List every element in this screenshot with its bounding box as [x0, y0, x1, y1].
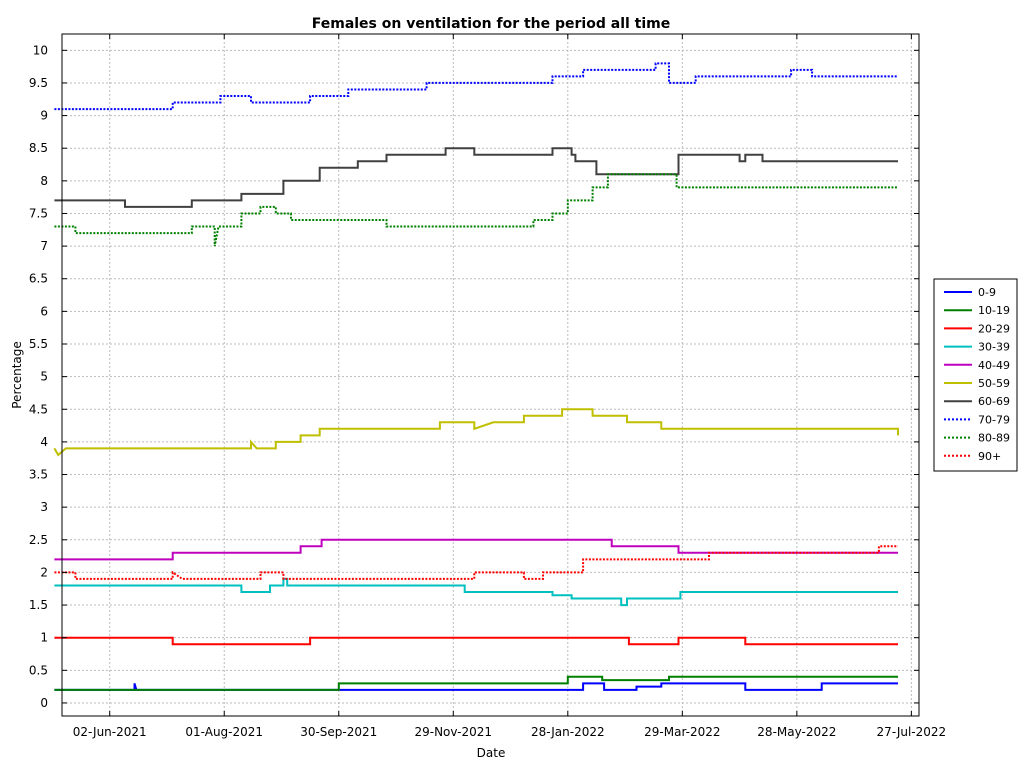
series-line-60-69 [54, 147, 898, 208]
x-tick-label: 28-Jan-2022 [531, 725, 605, 739]
y-tick-label: 3 [40, 500, 48, 514]
y-tick-label: 5 [40, 370, 48, 384]
y-tick-label: 1 [40, 631, 48, 645]
legend-label: 80-89 [978, 432, 1010, 445]
series-line-70-79 [54, 62, 898, 111]
y-axis-ticks: 0 0.5 1 1.5 2 2.5 3 3.5 4 4.5 5 5.5 6 6.5 7 7.5 8 8.5 9 9.5… [29, 43, 919, 710]
x-tick-label: 02-Jun-2021 [73, 725, 147, 739]
y-tick-label: 8 [40, 174, 48, 188]
series-line-40-49 [54, 538, 898, 561]
y-tick-label: 2 [40, 565, 48, 579]
legend-label: 70-79 [978, 413, 1010, 426]
y-tick-label: 10 [33, 43, 48, 57]
x-tick-label: 29-Nov-2021 [414, 725, 492, 739]
legend-label: 0-9 [978, 286, 996, 299]
series-line-0-9 [54, 682, 898, 691]
y-tick-label: 4.5 [29, 402, 48, 416]
legend-label: 60-69 [978, 395, 1010, 408]
legend-label: 30-39 [978, 341, 1010, 354]
plot-area-frame [61, 33, 920, 717]
y-tick-label: 0 [40, 696, 48, 710]
x-tick-label: 28-May-2022 [757, 725, 836, 739]
y-tick-label: 6.5 [29, 272, 48, 286]
legend-label: 20-29 [978, 322, 1010, 335]
y-tick-label: 4 [40, 435, 48, 449]
legend-label: 50-59 [978, 377, 1010, 390]
legend: 0-9 10-19 20-29 30-39 40-49 50-59 60-69 70-79 80… [933, 278, 1018, 472]
y-tick-label: 8.5 [29, 141, 48, 155]
y-tick-label: 2.5 [29, 533, 48, 547]
y-tick-label: 9 [40, 109, 48, 123]
y-tick-label: 0.5 [29, 663, 48, 677]
y-tick-label: 5.5 [29, 337, 48, 351]
series-lines [53, 62, 899, 691]
x-axis-label: Date [477, 746, 506, 760]
x-tick-label: 30-Sep-2021 [300, 725, 377, 739]
series-line-30-39 [54, 577, 898, 607]
y-tick-label: 7 [40, 239, 48, 253]
x-axis-ticks: 02-Jun-2021 01-Aug-2021 30-Sep-2021 29-Nov-… [73, 34, 946, 739]
chart-title: Females on ventilation for the period al… [312, 16, 671, 32]
series-line-20-29 [54, 636, 898, 646]
series-line-80-89 [54, 173, 898, 247]
y-tick-label: 7.5 [29, 206, 48, 220]
series-line-10-19 [54, 675, 898, 691]
legend-label: 90+ [978, 450, 1001, 463]
y-axis-label: Percentage [10, 341, 24, 409]
x-tick-label: 27-Jul-2022 [877, 725, 947, 739]
x-tick-label: 29-Mar-2022 [644, 725, 720, 739]
series-line-50-59 [53, 408, 899, 457]
x-tick-label: 01-Aug-2021 [185, 725, 263, 739]
y-tick-label: 9.5 [29, 76, 48, 90]
y-tick-label: 1.5 [29, 598, 48, 612]
y-tick-label: 6 [40, 304, 48, 318]
legend-label: 10-19 [978, 304, 1010, 317]
legend-label: 40-49 [978, 359, 1010, 372]
y-tick-label: 3.5 [29, 468, 48, 482]
